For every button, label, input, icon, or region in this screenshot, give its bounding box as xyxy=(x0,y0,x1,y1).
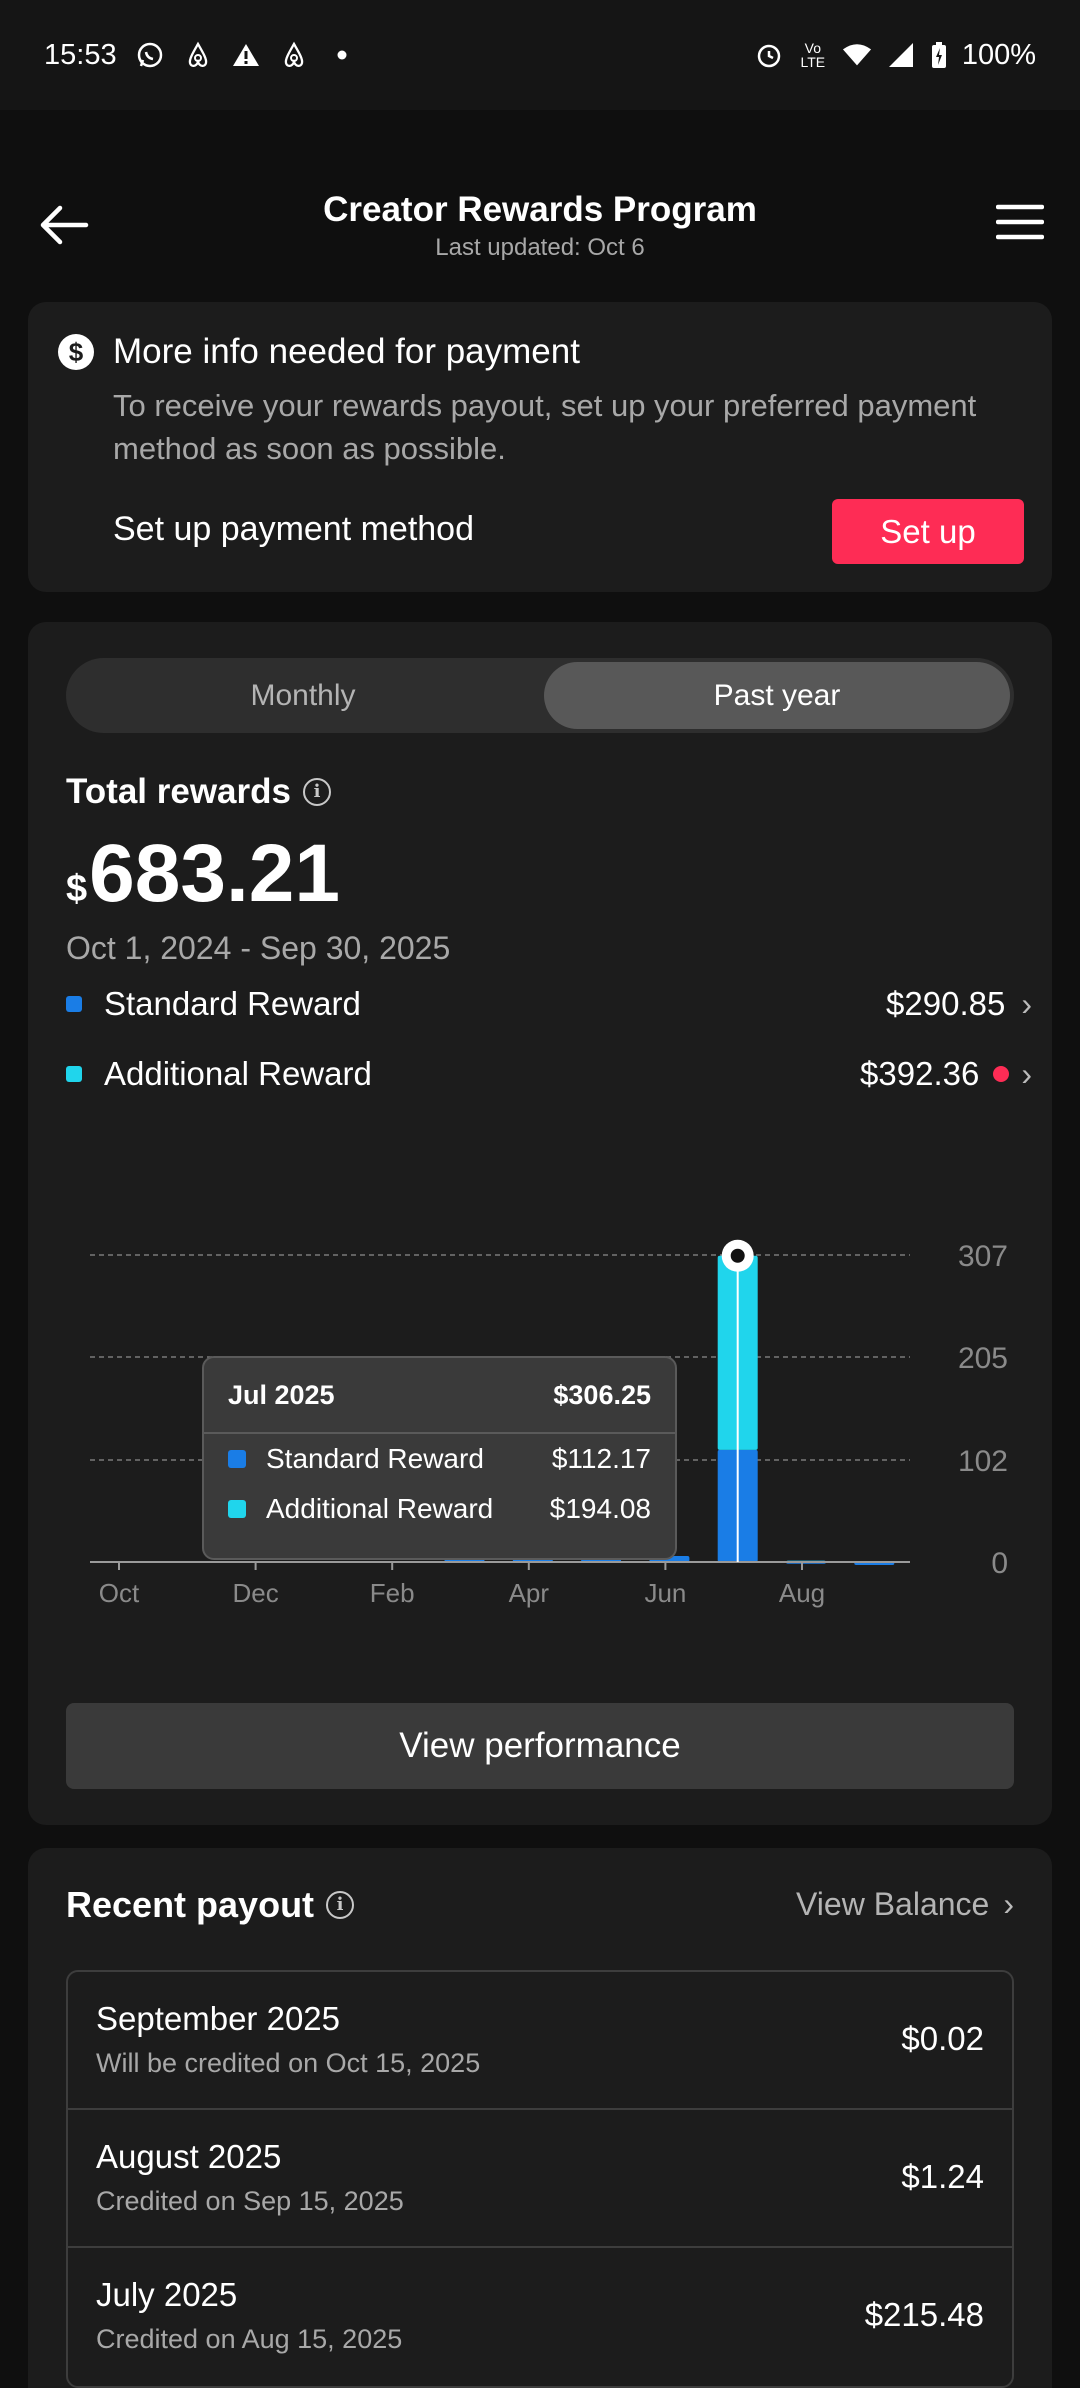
warning-icon xyxy=(231,40,261,70)
currency-symbol: $ xyxy=(66,868,88,910)
standard-reward-swatch xyxy=(66,996,82,1012)
payout-status: Credited on Sep 15, 2025 xyxy=(96,2186,404,2216)
payout-amount: $0.02 xyxy=(901,2020,984,2057)
whatsapp-icon xyxy=(135,40,165,70)
view-balance-label: View Balance xyxy=(796,1886,990,1922)
lte-indicator: Vo LTE xyxy=(800,40,826,70)
hamburger-icon xyxy=(995,204,1045,240)
back-arrow-icon xyxy=(40,205,89,245)
x-tick-label: Feb xyxy=(370,1578,415,1608)
tooltip-standard-row: Standard Reward $112.17 xyxy=(204,1434,675,1484)
chevron-right-icon: › xyxy=(1021,985,1032,1022)
standard-reward-row[interactable]: Standard Reward $290.85 › xyxy=(66,982,1032,1026)
status-time: 15:53 xyxy=(44,38,117,71)
tooltip-month: Jul 2025 xyxy=(228,1379,335,1410)
info-icon[interactable]: i xyxy=(302,778,331,806)
total-rewards-label: Total rewards xyxy=(66,772,291,811)
standard-reward-label: Standard Reward xyxy=(104,985,361,1022)
signal-icon xyxy=(886,40,916,70)
setup-payment-method-label: Set up payment method xyxy=(113,510,475,548)
recent-payout-title: Recent payout xyxy=(66,1884,315,1925)
alarm-icon xyxy=(754,40,784,70)
date-range: Oct 1, 2024 - Sep 30, 2025 xyxy=(66,930,451,966)
tooltip-standard-value: $112.17 xyxy=(551,1443,651,1474)
tooltip-additional-row: Additional Reward $194.08 xyxy=(204,1484,675,1534)
x-tick-label: Apr xyxy=(509,1578,550,1608)
additional-reward-swatch xyxy=(66,1066,82,1082)
x-tick-label: Aug xyxy=(779,1578,825,1608)
notification-dot-icon xyxy=(327,40,357,70)
payout-status: Will be credited on Oct 15, 2025 xyxy=(96,2048,481,2078)
dollar-icon: $ xyxy=(58,334,94,370)
chevron-right-icon: › xyxy=(1021,1055,1032,1092)
tooltip-standard-swatch xyxy=(228,1450,246,1468)
x-tick-label: Dec xyxy=(232,1578,278,1608)
total-value: 683.21 xyxy=(89,828,340,919)
payout-amount: $1.24 xyxy=(901,2158,984,2195)
total-rewards-heading: Total rewards i xyxy=(66,772,331,812)
view-performance-button[interactable]: View performance xyxy=(66,1703,1014,1789)
highlight-marker-center xyxy=(730,1248,745,1263)
back-button[interactable] xyxy=(36,200,96,250)
tab-past-year[interactable]: Past year xyxy=(544,662,1010,729)
y-tick-label: 102 xyxy=(958,1445,1008,1478)
airbnb-icon xyxy=(279,40,309,70)
tooltip-header: Jul 2025 $306.25 xyxy=(204,1358,675,1434)
last-updated: Last updated: Oct 6 xyxy=(435,234,645,261)
period-toggle: Monthly Past year xyxy=(66,658,1014,733)
tooltip-standard-label: Standard Reward xyxy=(266,1443,484,1474)
recent-payout-card: Recent payout i View Balance › September… xyxy=(28,1848,1052,2388)
additional-reward-row[interactable]: Additional Reward $392.36 › xyxy=(66,1052,1032,1096)
alert-dot-icon xyxy=(993,1066,1010,1082)
rewards-card: Monthly Past year Total rewards i $ 683.… xyxy=(28,622,1052,1825)
chart-tooltip: Jul 2025 $306.25 Standard Reward $112.17… xyxy=(202,1356,677,1560)
tooltip-total: $306.25 xyxy=(553,1379,651,1410)
payout-amount: $215.48 xyxy=(864,2296,984,2333)
view-balance-link[interactable]: View Balance › xyxy=(796,1886,1014,1923)
x-tick-label: Jun xyxy=(644,1578,686,1608)
app-header: Creator Rewards Program Last updated: Oc… xyxy=(0,110,1080,300)
payout-row-august[interactable]: August 2025 Credited on Sep 15, 2025 $1.… xyxy=(68,2110,1012,2248)
payout-row-september[interactable]: September 2025 Will be credited on Oct 1… xyxy=(68,1972,1012,2110)
payout-list: September 2025 Will be credited on Oct 1… xyxy=(66,1970,1014,2388)
payout-row-july[interactable]: July 2025 Credited on Aug 15, 2025 $215.… xyxy=(68,2248,1012,2386)
battery-icon xyxy=(930,40,948,70)
y-tick-label: 307 xyxy=(958,1240,1008,1273)
status-bar: 15:53 Vo LTE 100% xyxy=(0,0,1080,110)
y-tick-label: 0 xyxy=(991,1547,1008,1580)
tooltip-additional-label: Additional Reward xyxy=(266,1493,494,1524)
payout-month: August 2025 xyxy=(96,2138,282,2175)
setup-button[interactable]: Set up xyxy=(832,499,1024,564)
notice-title: More info needed for payment xyxy=(113,332,580,371)
tab-monthly[interactable]: Monthly xyxy=(250,679,356,712)
payout-status: Credited on Aug 15, 2025 xyxy=(96,2324,403,2354)
wifi-icon xyxy=(842,40,872,70)
tooltip-additional-swatch xyxy=(228,1500,246,1518)
total-rewards-amount: $ 683.21 xyxy=(66,827,340,921)
info-icon[interactable]: i xyxy=(326,1891,355,1919)
recent-payout-heading: Recent payout i xyxy=(66,1884,355,1926)
chevron-right-icon: › xyxy=(1003,1886,1014,1922)
tooltip-additional-value: $194.08 xyxy=(549,1493,651,1524)
standard-reward-value: $290.85 xyxy=(886,985,1006,1022)
payout-month: July 2025 xyxy=(96,2276,238,2313)
page-title: Creator Rewards Program xyxy=(323,190,757,229)
airbnb-icon xyxy=(183,40,213,70)
menu-button[interactable] xyxy=(995,202,1045,242)
payment-notice-card: $ More info needed for payment To receiv… xyxy=(28,302,1052,592)
x-tick-label: Oct xyxy=(99,1578,140,1608)
notice-body: To receive your rewards payout, set up y… xyxy=(113,388,977,466)
additional-reward-label: Additional Reward xyxy=(104,1055,372,1092)
payout-month: September 2025 xyxy=(96,2000,341,2037)
additional-reward-value: $392.36 xyxy=(860,1055,980,1092)
y-tick-label: 205 xyxy=(958,1342,1008,1375)
battery-percent: 100% xyxy=(961,38,1036,71)
